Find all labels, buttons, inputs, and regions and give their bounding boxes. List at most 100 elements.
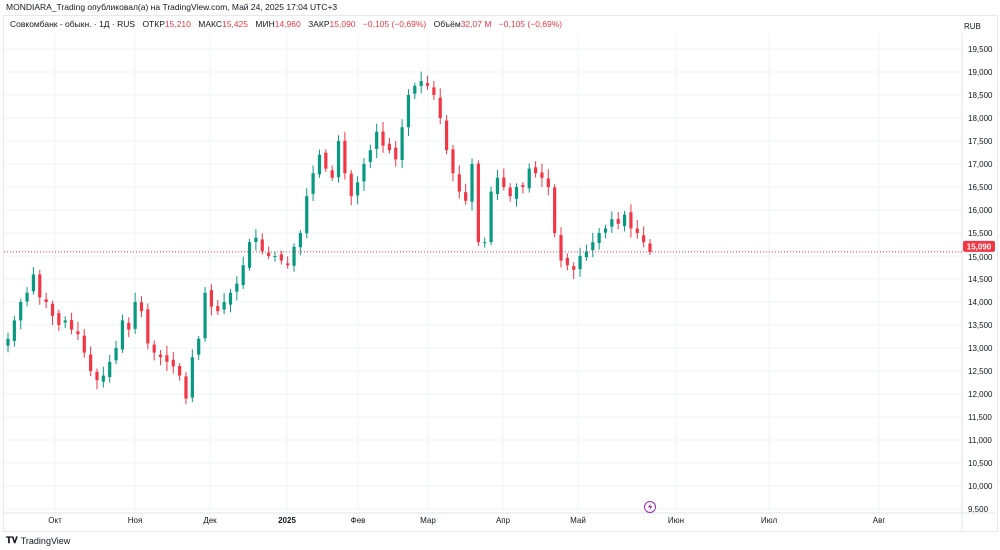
candle-up	[578, 256, 582, 270]
y-tick-label: 17,500	[968, 137, 993, 146]
y-tick-label: 16,500	[968, 183, 993, 192]
candle-down	[502, 177, 506, 187]
candle-down	[635, 228, 639, 233]
tradingview-logo-icon[interactable]: 𝐓𝐕	[6, 535, 18, 545]
candle-down	[184, 376, 188, 399]
x-tick-label: Июн	[668, 516, 684, 525]
legend: Совкомбанк - обыкн. · 1Д · RUS ОТКР15,21…	[10, 19, 562, 29]
candle-down	[642, 235, 646, 243]
low-label: МИН	[255, 19, 275, 29]
candle-up	[273, 256, 277, 257]
candle-down	[451, 149, 455, 174]
candle-down	[89, 354, 93, 371]
candle-down	[508, 187, 512, 197]
candle-up	[413, 85, 417, 94]
candle-up	[610, 219, 614, 227]
brand-name[interactable]: TradingView	[20, 535, 71, 546]
candle-up	[241, 265, 245, 286]
y-tick-label: 17,000	[968, 160, 993, 169]
candle-down	[330, 170, 334, 178]
candle-down	[349, 173, 353, 197]
symbol-name[interactable]: Совкомбанк - обыкн. · 1Д · RUS	[10, 19, 136, 29]
candle-down	[438, 97, 442, 118]
y-tick-label: 10,000	[968, 482, 993, 491]
candle-down	[44, 299, 48, 302]
candle-down	[616, 219, 620, 224]
candle-up	[400, 127, 404, 160]
x-tick-label: Июл	[761, 516, 778, 525]
y-tick-label: 14,500	[968, 275, 993, 284]
x-tick-label: Апр	[496, 516, 511, 525]
candle-down	[38, 274, 42, 298]
chart-frame	[3, 15, 998, 532]
open-value: 15,210	[164, 19, 191, 29]
y-tick-label: 15,500	[968, 229, 993, 238]
candle-down	[521, 185, 525, 187]
candle-down	[178, 366, 182, 376]
last-price-label: 15,090	[967, 242, 992, 251]
low-value: 14,960	[274, 19, 301, 29]
candle-down	[279, 254, 283, 261]
y-tick-label: 14,000	[968, 298, 993, 307]
candle-down	[648, 243, 652, 252]
candle-up	[63, 320, 67, 323]
y-tick-label: 19,500	[968, 45, 993, 54]
publication-info: MONDIARA_Trading опубликовал(а) на Tradi…	[6, 2, 338, 12]
candle-down	[444, 120, 449, 151]
y-tick-label: 12,000	[968, 390, 993, 399]
y-tick-label: 12,500	[968, 367, 993, 376]
candle-up	[101, 375, 105, 382]
currency-label[interactable]: RUB	[964, 22, 981, 31]
candle-up	[247, 242, 252, 268]
x-tick-label: Мар	[420, 516, 436, 525]
high-label: МАКС	[198, 19, 222, 29]
candle-up	[591, 242, 595, 251]
x-tick-label: Дек	[203, 516, 217, 525]
y-tick-label: 13,000	[968, 344, 993, 353]
candle-down	[82, 335, 86, 353]
y-tick-label: 9,500	[968, 505, 989, 514]
candle-up	[190, 357, 194, 398]
x-tick-label: Фев	[351, 516, 366, 525]
y-tick-label: 18,000	[968, 114, 993, 123]
candle-up	[19, 302, 23, 321]
candle-down	[260, 239, 264, 252]
candle-up	[622, 214, 627, 227]
candle-down	[95, 371, 99, 381]
candle-up	[336, 141, 341, 178]
candle-down	[209, 290, 214, 307]
candle-down	[553, 187, 557, 233]
candle-up	[228, 292, 233, 305]
x-tick-label: Май	[570, 516, 586, 525]
candle-down	[158, 354, 163, 358]
candle-down	[152, 344, 156, 353]
candle-up	[311, 173, 315, 194]
candle-up	[603, 228, 608, 233]
y-tick-label: 18,500	[968, 91, 993, 100]
x-tick-label: Ноя	[128, 516, 143, 525]
candle-down	[146, 309, 150, 344]
y-tick-label: 11,000	[968, 436, 992, 445]
candle-down	[464, 192, 468, 201]
candle-down	[629, 212, 633, 229]
candle-up	[31, 274, 36, 292]
candle-down	[57, 313, 61, 325]
candle-up	[419, 81, 423, 86]
candle-down	[476, 163, 480, 243]
candle-up	[254, 237, 258, 242]
candle-up	[114, 348, 118, 361]
candle-up	[6, 338, 10, 346]
volume-value: 32,07 M	[460, 19, 492, 29]
candle-down	[381, 131, 385, 146]
candle-down	[69, 320, 74, 330]
candle-down	[425, 83, 430, 86]
candle-up	[133, 302, 137, 329]
candle-up	[483, 242, 487, 244]
candle-up	[597, 233, 601, 244]
high-value: 15,425	[222, 19, 248, 29]
candle-down	[540, 172, 544, 178]
candle-down	[457, 174, 461, 192]
candle-up	[12, 320, 16, 341]
open-label: ОТКР	[142, 19, 165, 29]
